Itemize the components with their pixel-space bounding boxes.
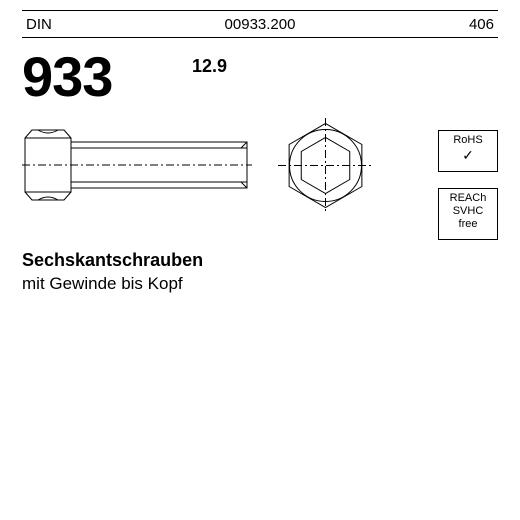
check-icon: ✓ [441,147,495,164]
header-bar: DIN 00933.200 406 [22,10,498,38]
header-page-number: 406 [469,16,494,33]
reach-line1: REACh [441,192,495,205]
reach-line2: SVHC [441,205,495,218]
bolt-side-view [22,120,252,210]
reach-badge: REACh SVHC free [438,188,498,240]
reach-line3: free [441,218,495,231]
rohs-label: RoHS [441,134,495,147]
description-line2: mit Gewinde bis Kopf [22,274,183,294]
standard-number: 933 [22,44,112,109]
description-line1: Sechskantschrauben [22,250,203,271]
strength-grade: 12.9 [192,56,227,77]
header-din-label: DIN [26,16,52,33]
header-code: 00933.200 [225,16,296,33]
rohs-badge: RoHS ✓ [438,130,498,172]
bolt-front-view [278,118,373,213]
